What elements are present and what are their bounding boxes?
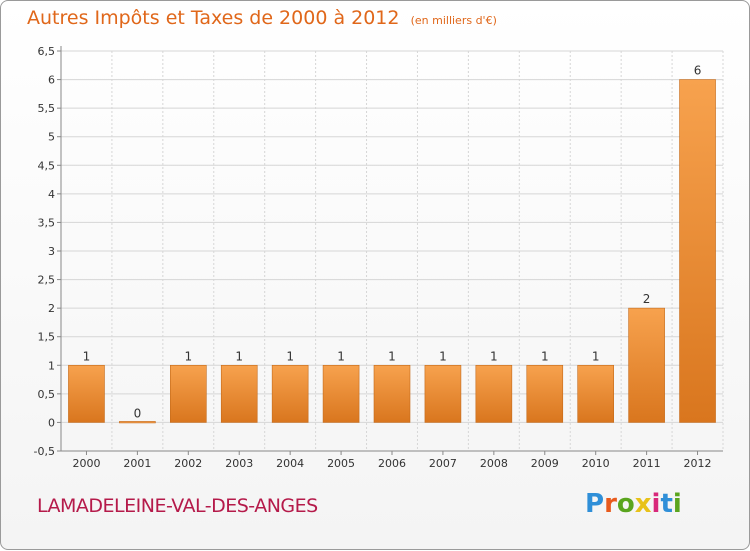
y-tick-label: 1 — [48, 359, 55, 372]
data-label: 2 — [643, 292, 651, 306]
y-tick-label: 5 — [48, 131, 55, 144]
data-label: 0 — [134, 406, 142, 420]
brand-letter: i — [651, 489, 661, 519]
bar — [475, 364, 513, 423]
data-label: 6 — [694, 64, 702, 78]
bar — [170, 364, 207, 423]
bar — [526, 364, 564, 423]
data-label: 1 — [439, 349, 447, 363]
bar — [373, 364, 411, 423]
bar — [119, 421, 156, 424]
data-label: 1 — [337, 349, 345, 363]
bars — [68, 79, 716, 424]
bar — [628, 307, 665, 423]
y-tick-label: 3 — [48, 245, 55, 258]
data-label: 1 — [388, 349, 396, 363]
y-tick-label: 6,5 — [38, 45, 56, 58]
data-label: 1 — [286, 349, 294, 363]
y-tick-label: 2 — [48, 302, 55, 315]
x-tick-label: 2000 — [72, 457, 100, 470]
brand-letter: x — [634, 489, 652, 519]
brand-letter: P — [585, 489, 605, 519]
x-tick-label: 2004 — [276, 457, 304, 470]
data-label: 1 — [184, 349, 192, 363]
x-tick-label: 2001 — [123, 457, 151, 470]
chart-title: Autres Impôts et Taxes de 2000 à 2012 — [27, 7, 400, 29]
chart-unit-label: (en milliers d'€) — [410, 14, 497, 27]
axes — [57, 46, 723, 455]
data-label: 1 — [490, 349, 498, 363]
labels: -0,5 0 0,5 1 1,5 2 2,5 3 3,5 4 4,5 5 5,5 6 6,5 1 2000 0 20… — [34, 45, 712, 470]
y-tick-label: 6 — [48, 74, 55, 87]
brand-letter: r — [604, 489, 617, 519]
data-label: 1 — [541, 349, 549, 363]
x-tick-label: 2008 — [480, 457, 508, 470]
bar — [220, 364, 258, 423]
x-tick-label: 2005 — [327, 457, 355, 470]
data-label: 1 — [83, 349, 91, 363]
proxiti-logo: Proxiti — [585, 489, 682, 519]
y-tick-label: 4 — [48, 188, 55, 201]
brand-letter: t — [660, 489, 673, 519]
bar — [577, 364, 614, 423]
y-tick-label: 0 — [48, 416, 55, 429]
x-tick-label: 2002 — [174, 457, 202, 470]
data-label: 1 — [592, 349, 600, 363]
data-label: 1 — [235, 349, 243, 363]
x-tick-label: 2011 — [633, 457, 661, 470]
x-tick-label: 2006 — [378, 457, 406, 470]
y-tick-label: -0,5 — [34, 445, 55, 458]
x-tick-label: 2009 — [531, 457, 559, 470]
chart-title-block: Autres Impôts et Taxes de 2000 à 2012 (e… — [27, 7, 497, 29]
y-tick-label: 1,5 — [38, 331, 56, 344]
x-tick-label: 2003 — [225, 457, 253, 470]
bar — [271, 364, 309, 423]
bar — [424, 364, 462, 423]
y-tick-label: 0,5 — [38, 388, 56, 401]
bar — [322, 364, 360, 423]
y-tick-label: 3,5 — [38, 216, 56, 229]
bar — [679, 79, 716, 423]
commune-name: LAMADELEINE-VAL-DES-ANGES — [37, 495, 318, 517]
x-tick-label: 2010 — [582, 457, 610, 470]
x-tick-label: 2012 — [684, 457, 712, 470]
brand-letter: i — [672, 489, 682, 519]
y-tick-label: 5,5 — [38, 102, 56, 115]
bar — [68, 364, 105, 423]
y-tick-label: 2,5 — [38, 274, 56, 287]
y-tick-label: 4,5 — [38, 159, 56, 172]
brand-letter: o — [616, 489, 635, 519]
x-tick-label: 2007 — [429, 457, 457, 470]
